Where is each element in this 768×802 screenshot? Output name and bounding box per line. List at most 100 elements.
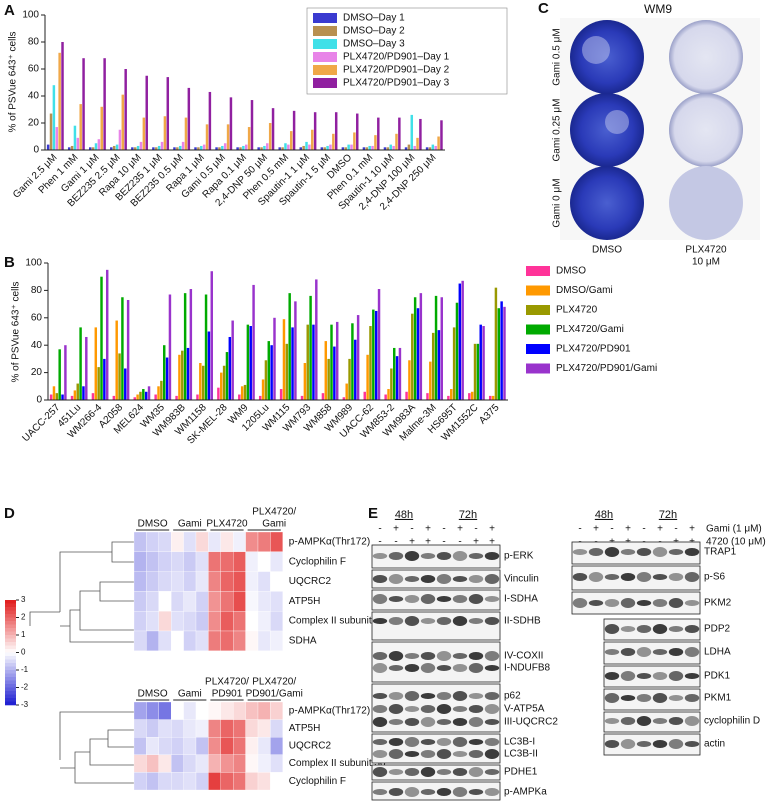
- bar: [321, 393, 325, 400]
- bar: [147, 386, 151, 400]
- protein-label: LC3B-II: [504, 749, 538, 760]
- legend-label: PLX4720/PD901/Gami: [556, 363, 657, 374]
- bar: [327, 358, 330, 400]
- blot-band: [468, 767, 484, 777]
- blot-band: [468, 739, 484, 745]
- bar: [287, 144, 290, 150]
- blot-band: [452, 787, 468, 797]
- bar: [218, 147, 221, 150]
- blot-band: [468, 652, 484, 660]
- legend-swatch: [313, 52, 337, 62]
- legend-swatch: [313, 65, 337, 75]
- bar: [354, 339, 357, 400]
- protein-label: TRAP1: [704, 547, 737, 558]
- heatmap-cell: [220, 701, 234, 720]
- bar: [271, 108, 275, 150]
- bar: [205, 124, 209, 150]
- wells: [560, 18, 760, 240]
- bar: [70, 145, 74, 150]
- bar: [278, 147, 281, 150]
- blot-band: [372, 750, 388, 758]
- bar: [261, 379, 265, 400]
- heatmap-cell: [270, 531, 283, 552]
- heatmap-cell: [220, 630, 234, 651]
- blot-band: [684, 647, 700, 657]
- blot-band: [372, 553, 388, 559]
- bar: [461, 280, 464, 400]
- heatmap-cell: [183, 551, 197, 572]
- protein-label: I-SDHA: [504, 594, 538, 605]
- bar: [455, 302, 459, 400]
- bar: [110, 147, 113, 150]
- heatmap-cell: [195, 591, 209, 612]
- bar: [82, 58, 85, 151]
- bar: [245, 144, 248, 150]
- bar: [157, 145, 161, 150]
- well: [570, 93, 644, 167]
- bar: [105, 269, 109, 400]
- bar: [258, 395, 262, 400]
- heatmap-cell: [158, 551, 172, 572]
- legend-label: DMSO–Day 1: [343, 13, 405, 24]
- heatmap-cell: [183, 611, 197, 632]
- blot-band: [388, 769, 404, 775]
- bar: [323, 147, 326, 150]
- legend-label: PLX4720/PD901–Day 3: [343, 78, 450, 89]
- heatmap-cell: [257, 630, 271, 651]
- blot-band: [404, 551, 420, 561]
- column-group-label: Gami: [178, 519, 202, 530]
- bar: [398, 347, 402, 400]
- bar: [371, 145, 374, 150]
- y-tick-label: 100: [25, 258, 42, 269]
- blot-band: [468, 717, 484, 727]
- heatmap-cell: [183, 630, 197, 651]
- colorbar-step: [5, 628, 16, 632]
- heatmap-cell: [171, 551, 184, 572]
- blot-band: [604, 740, 620, 748]
- heatmap-cell: [133, 754, 147, 773]
- heatmap-cell: [171, 719, 184, 738]
- treatment-sign: -: [674, 524, 677, 535]
- treatment-sign: +: [593, 524, 599, 535]
- blot-band: [468, 594, 484, 604]
- heatmap-cell: [233, 571, 246, 592]
- bar: [362, 147, 366, 150]
- row-label: p-AMPKα(Thr172): [289, 537, 370, 548]
- blot-band: [388, 788, 404, 796]
- heatmap-cell: [233, 630, 246, 651]
- bar: [112, 395, 116, 400]
- blot-box: [571, 541, 701, 565]
- protein-label: cyclophilin D: [704, 716, 760, 727]
- bar: [479, 324, 482, 400]
- bar: [249, 326, 252, 400]
- heatmap-cell: [171, 754, 184, 773]
- blot-band: [684, 572, 700, 582]
- bar: [73, 390, 77, 400]
- bar: [306, 324, 309, 400]
- heatmap-cell: [208, 772, 221, 791]
- blot-band: [468, 705, 484, 713]
- legend-swatch: [313, 26, 337, 36]
- blot-band: [668, 573, 684, 581]
- colorbar-tick-label: -3: [21, 700, 29, 709]
- column-group-label: PLX4720/: [252, 677, 296, 688]
- treatment-sign: +: [625, 524, 631, 535]
- treatment-sign: -: [378, 537, 381, 548]
- heatmap-cell: [158, 772, 172, 791]
- treatment-sign: +: [425, 524, 431, 535]
- bar: [408, 360, 411, 400]
- bar: [374, 135, 377, 150]
- treatment-label: Gami (1 μM): [706, 524, 762, 535]
- colorbar-step: [5, 673, 16, 678]
- row-label: ATP5H: [289, 596, 321, 607]
- bar: [204, 294, 208, 400]
- bar: [270, 345, 273, 400]
- blot-band: [484, 651, 500, 661]
- bar: [372, 309, 375, 400]
- blot-band: [652, 672, 668, 680]
- column-label: DMSO: [592, 245, 622, 256]
- colorbar-step: [5, 621, 16, 625]
- bar: [473, 343, 477, 400]
- blot-band: [436, 574, 452, 584]
- y-tick-label: 20: [31, 367, 43, 378]
